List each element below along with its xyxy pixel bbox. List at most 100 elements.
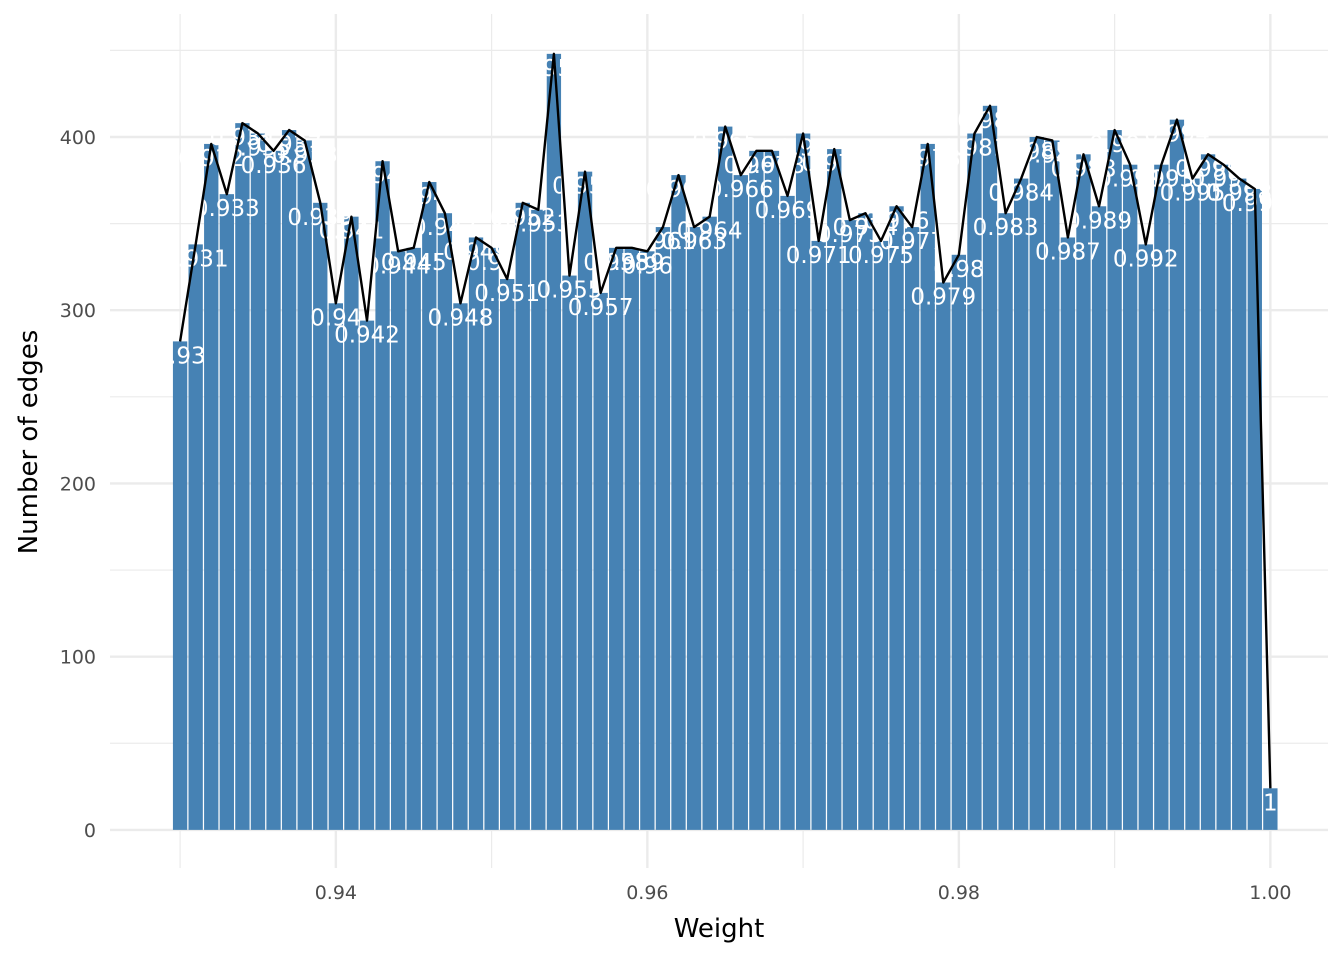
bar: [484, 247, 499, 830]
bar: [702, 216, 717, 830]
bar: [982, 105, 998, 830]
bar: [390, 251, 406, 830]
bar: [1200, 154, 1216, 830]
bar: [515, 202, 530, 830]
bar: [1138, 244, 1153, 830]
bar: [344, 216, 359, 830]
bar: [1216, 164, 1231, 830]
bar: [468, 237, 484, 830]
bar-label: 0.957: [568, 295, 634, 321]
bar: [655, 227, 671, 830]
bar-label: 0.969: [755, 198, 821, 224]
bar-label: 0.948: [428, 305, 494, 331]
bar: [1060, 237, 1076, 830]
y-tick-label: 300: [60, 300, 96, 322]
bar: [172, 341, 188, 830]
bar: [1185, 178, 1200, 830]
bar: [531, 209, 546, 830]
bar: [920, 143, 935, 830]
bar-label: 0.991: [1097, 167, 1163, 193]
bar: [1232, 178, 1247, 830]
bar-label: 0.938: [272, 142, 338, 168]
bar-label: 0.997: [1191, 167, 1257, 193]
bar: [1263, 788, 1278, 830]
bar: [842, 220, 857, 830]
bar: [936, 282, 951, 830]
bar-label: 0.94: [310, 305, 361, 331]
bar: [686, 227, 702, 830]
bar: [235, 123, 250, 830]
bar-label: 0.945: [381, 250, 447, 276]
bar-label: 0.987: [1035, 239, 1101, 265]
bar: [546, 53, 562, 830]
x-axis-title: Weight: [674, 914, 765, 944]
bar: [609, 247, 624, 830]
x-tick-label: 1.00: [1249, 882, 1291, 904]
bar: [1076, 154, 1091, 830]
bar-label: 0.966: [708, 177, 774, 203]
y-tick-label: 100: [60, 647, 96, 669]
bar-label: 0.955: [537, 278, 603, 304]
bar-label: 0.984: [988, 181, 1054, 207]
bar: [328, 303, 344, 830]
bar: [795, 133, 811, 830]
bar: [375, 161, 390, 830]
bar: [873, 240, 889, 830]
bar-label: 0.971: [786, 243, 852, 269]
bar: [406, 247, 421, 830]
bar: [889, 206, 904, 830]
bar: [811, 240, 826, 830]
bar: [500, 279, 515, 830]
bar-label: 0.936: [241, 153, 307, 179]
bar: [764, 150, 780, 830]
trend-line-group: [178, 52, 1272, 789]
bar: [1045, 140, 1060, 830]
bar: [904, 227, 920, 830]
bar-label: 0.958: [583, 250, 649, 276]
bar: [1091, 206, 1107, 830]
bar: [562, 275, 577, 830]
bar-label: 0.977: [879, 229, 945, 255]
bar: [297, 140, 312, 830]
bar-label: 0.951: [474, 281, 540, 307]
bar: [1169, 119, 1185, 830]
bar: [998, 213, 1013, 830]
y-axis-tick-labels: 0 100 200 300 400: [60, 127, 96, 842]
bar-label: 0.933: [194, 196, 260, 222]
x-axis-tick-labels: 0.94 0.96 0.98 1.00: [315, 882, 1292, 904]
bar-label: 0.96: [622, 253, 673, 279]
bar: [266, 150, 281, 830]
x-tick-label: 0.98: [938, 882, 980, 904]
bar: [733, 175, 748, 830]
bar: [1247, 188, 1262, 830]
bar: [749, 150, 764, 830]
bar: [1013, 178, 1029, 830]
bar-label: 0.964: [677, 219, 743, 245]
x-tick-label: 0.94: [315, 882, 357, 904]
bar: [780, 195, 795, 830]
bar: [188, 244, 203, 830]
bar-label: 0.979: [910, 284, 976, 310]
bar-label: 0.989: [1066, 208, 1132, 234]
bar-label: 0.99: [1089, 132, 1140, 158]
bar: [951, 254, 967, 830]
y-axis-title: Number of edges: [14, 330, 44, 555]
bar: [858, 213, 873, 830]
bar: [1123, 164, 1138, 830]
bar: [422, 182, 437, 830]
bar: [281, 130, 297, 830]
bar: [718, 126, 733, 830]
bar-label: 0.983: [973, 215, 1039, 241]
bar-label: 0.998: [1206, 181, 1272, 207]
bar-label: 0.995: [1160, 181, 1226, 207]
bar: [1107, 130, 1122, 830]
bar: [827, 149, 842, 830]
bar: [204, 143, 219, 830]
bar-label: 0.962: [646, 177, 712, 203]
bar: [671, 175, 686, 830]
bar: [1154, 164, 1169, 830]
bars-group: [172, 53, 1278, 830]
bar: [624, 247, 639, 830]
bar: [313, 202, 328, 830]
